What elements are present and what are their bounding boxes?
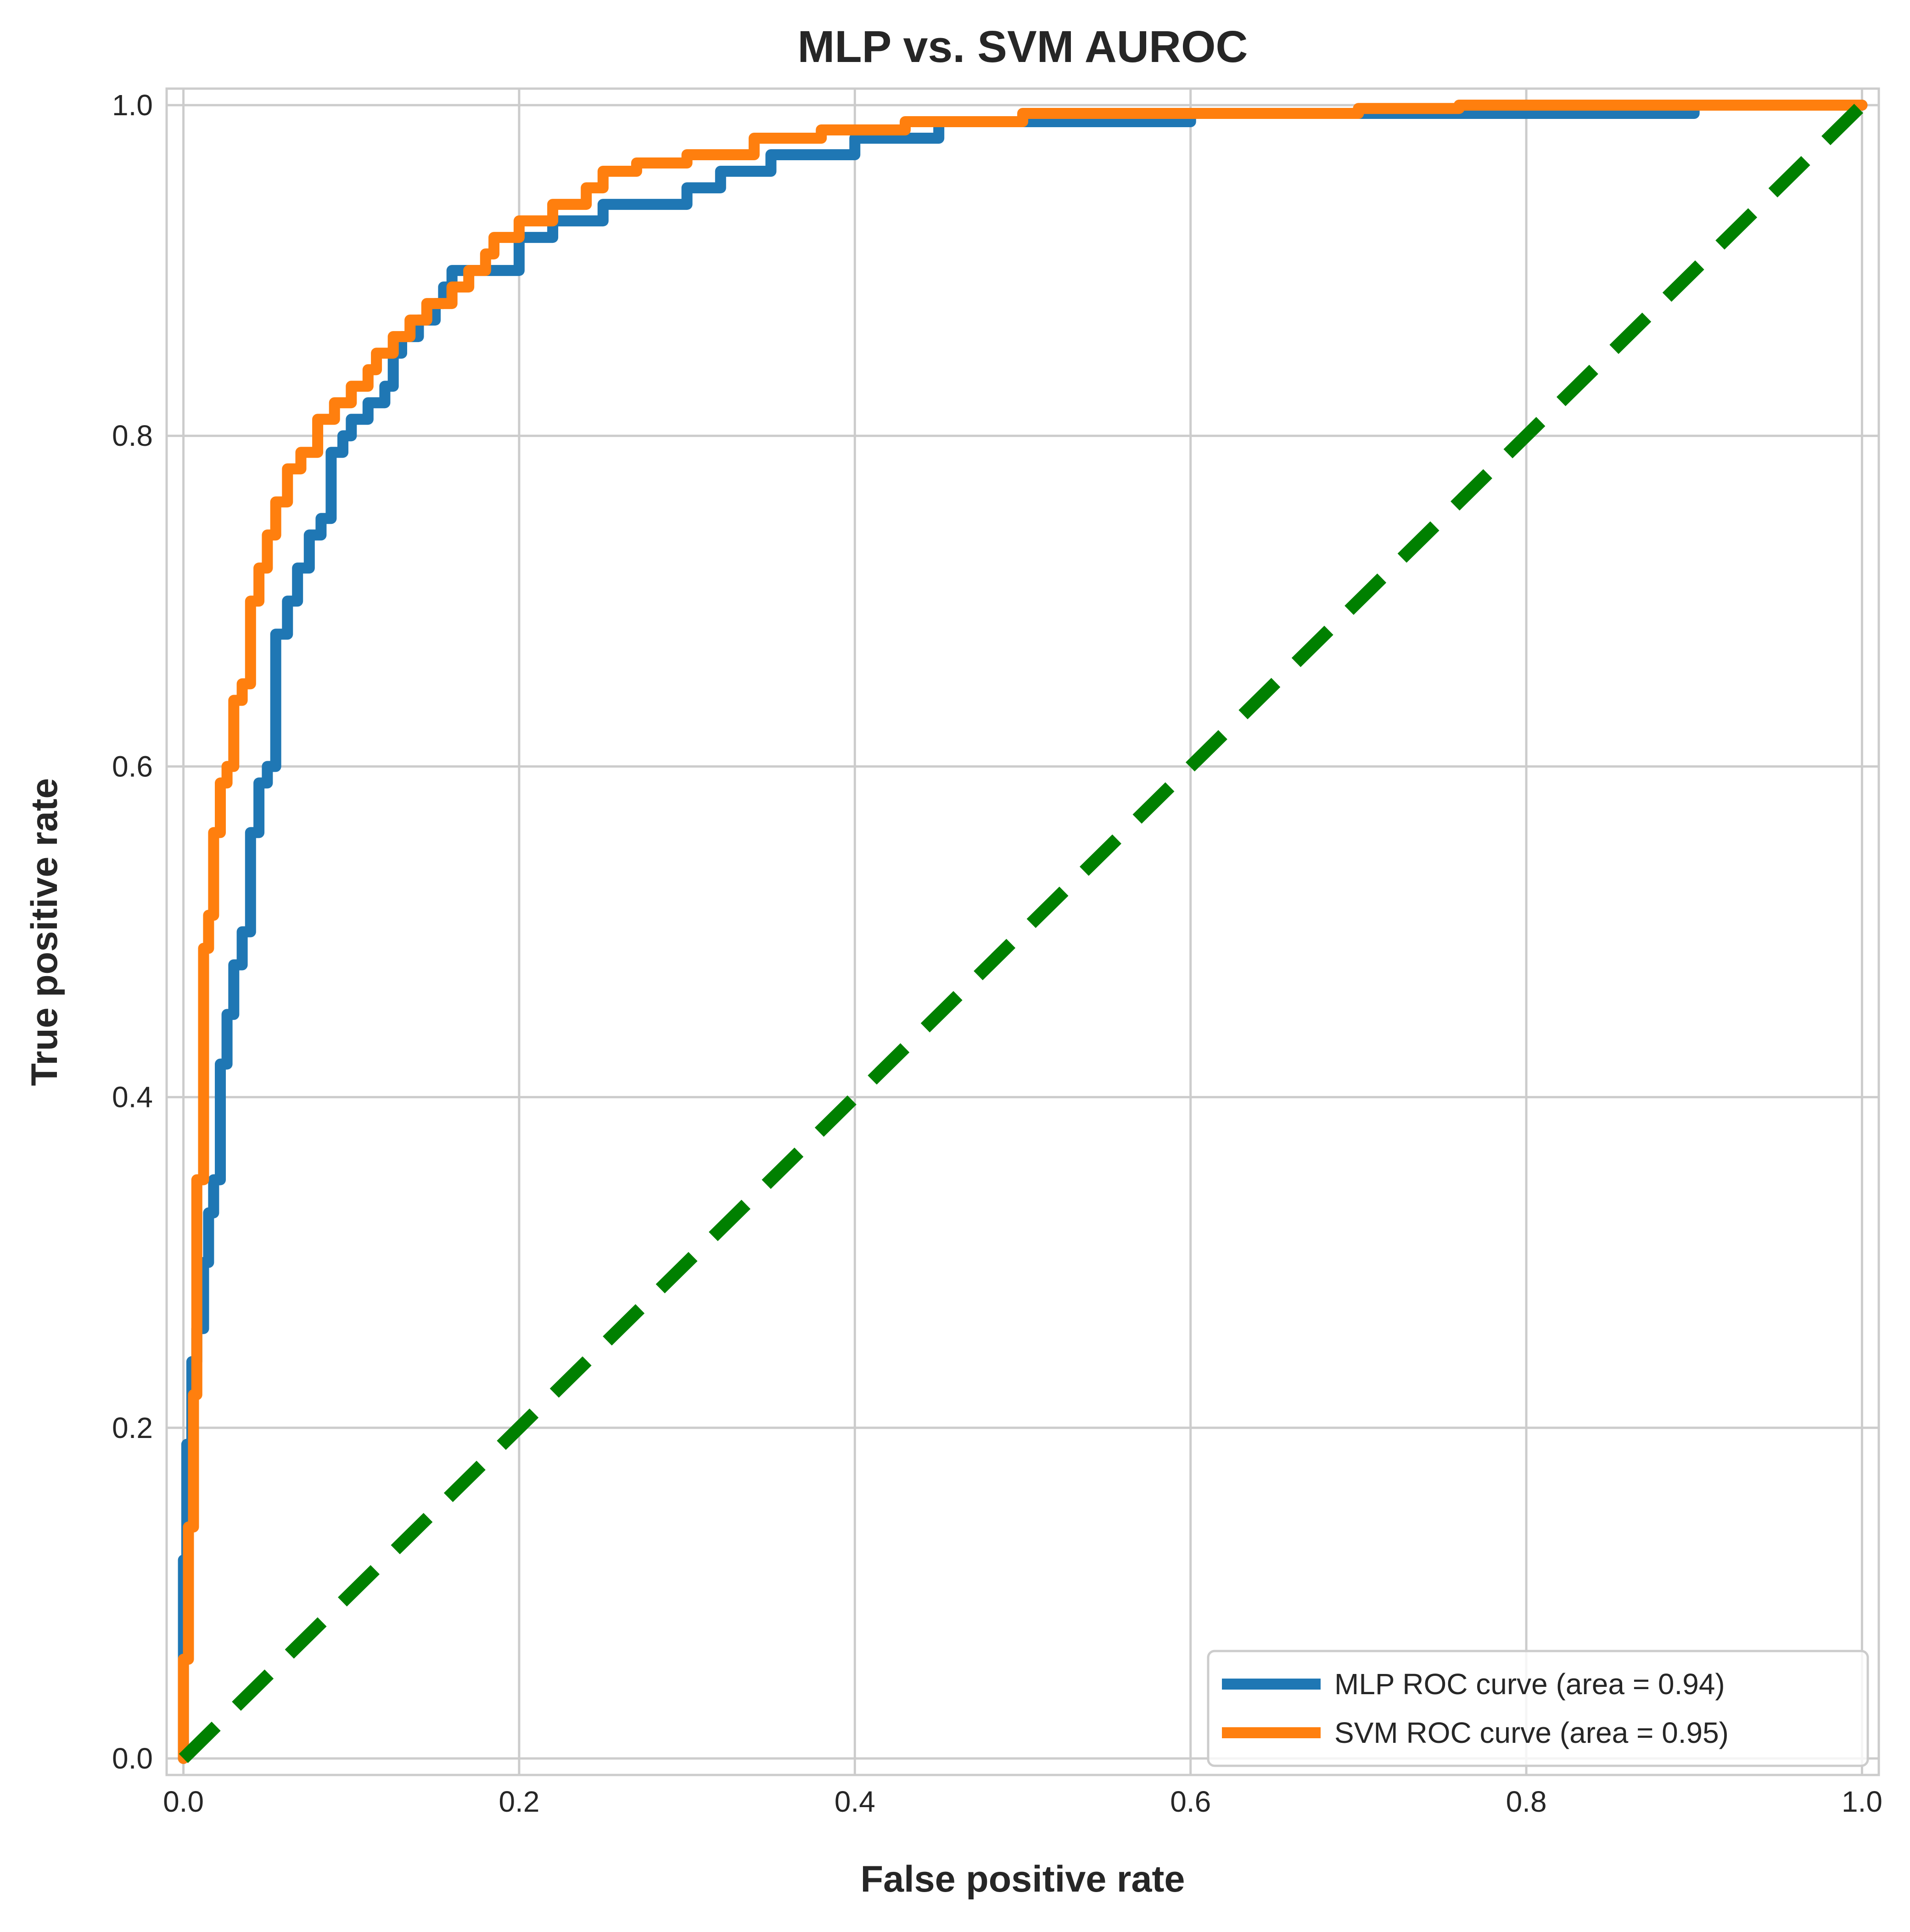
plot-frame [165,87,1880,1776]
roc-series-line-1 [178,100,1868,1764]
y-axis-label: True positive rate [24,778,65,1086]
y-tick-label: 0.6 [112,750,153,783]
legend: MLP ROC curve (area = 0.94) SVM ROC curve… [1207,1650,1869,1767]
chance-diagonal-line [179,101,1867,1763]
legend-label: MLP ROC curve (area = 0.94) [1334,1668,1725,1701]
y-tick-label: 0.2 [112,1411,153,1444]
x-tick-label: 0.4 [835,1785,875,1818]
y-tick-label: 0.0 [112,1742,153,1775]
roc-series-line-0 [178,100,1868,1764]
y-tick-label: 0.4 [112,1081,153,1114]
x-tick-label: 0.0 [163,1785,204,1818]
x-tick-label: 1.0 [1842,1785,1882,1818]
x-axis-label: False positive rate [861,1859,1185,1900]
y-tick-label: 1.0 [112,89,153,122]
x-tick-label: 0.8 [1506,1785,1547,1818]
x-tick-label: 0.6 [1170,1785,1211,1818]
y-tick-label: 0.8 [112,419,153,452]
grid [167,89,1879,1775]
legend-box [1207,1650,1869,1767]
chart-title: MLP vs. SVM AUROC [798,22,1248,72]
legend-label: SVM ROC curve (area = 0.95) [1334,1716,1729,1749]
x-tick-label: 0.2 [499,1785,539,1818]
y-ticks: 0.0 0.2 0.4 0.6 0.8 1.0 [112,89,153,1775]
x-ticks: 0.0 0.2 0.4 0.6 0.8 1.0 [163,1785,1882,1818]
series-lines [178,100,1868,1764]
